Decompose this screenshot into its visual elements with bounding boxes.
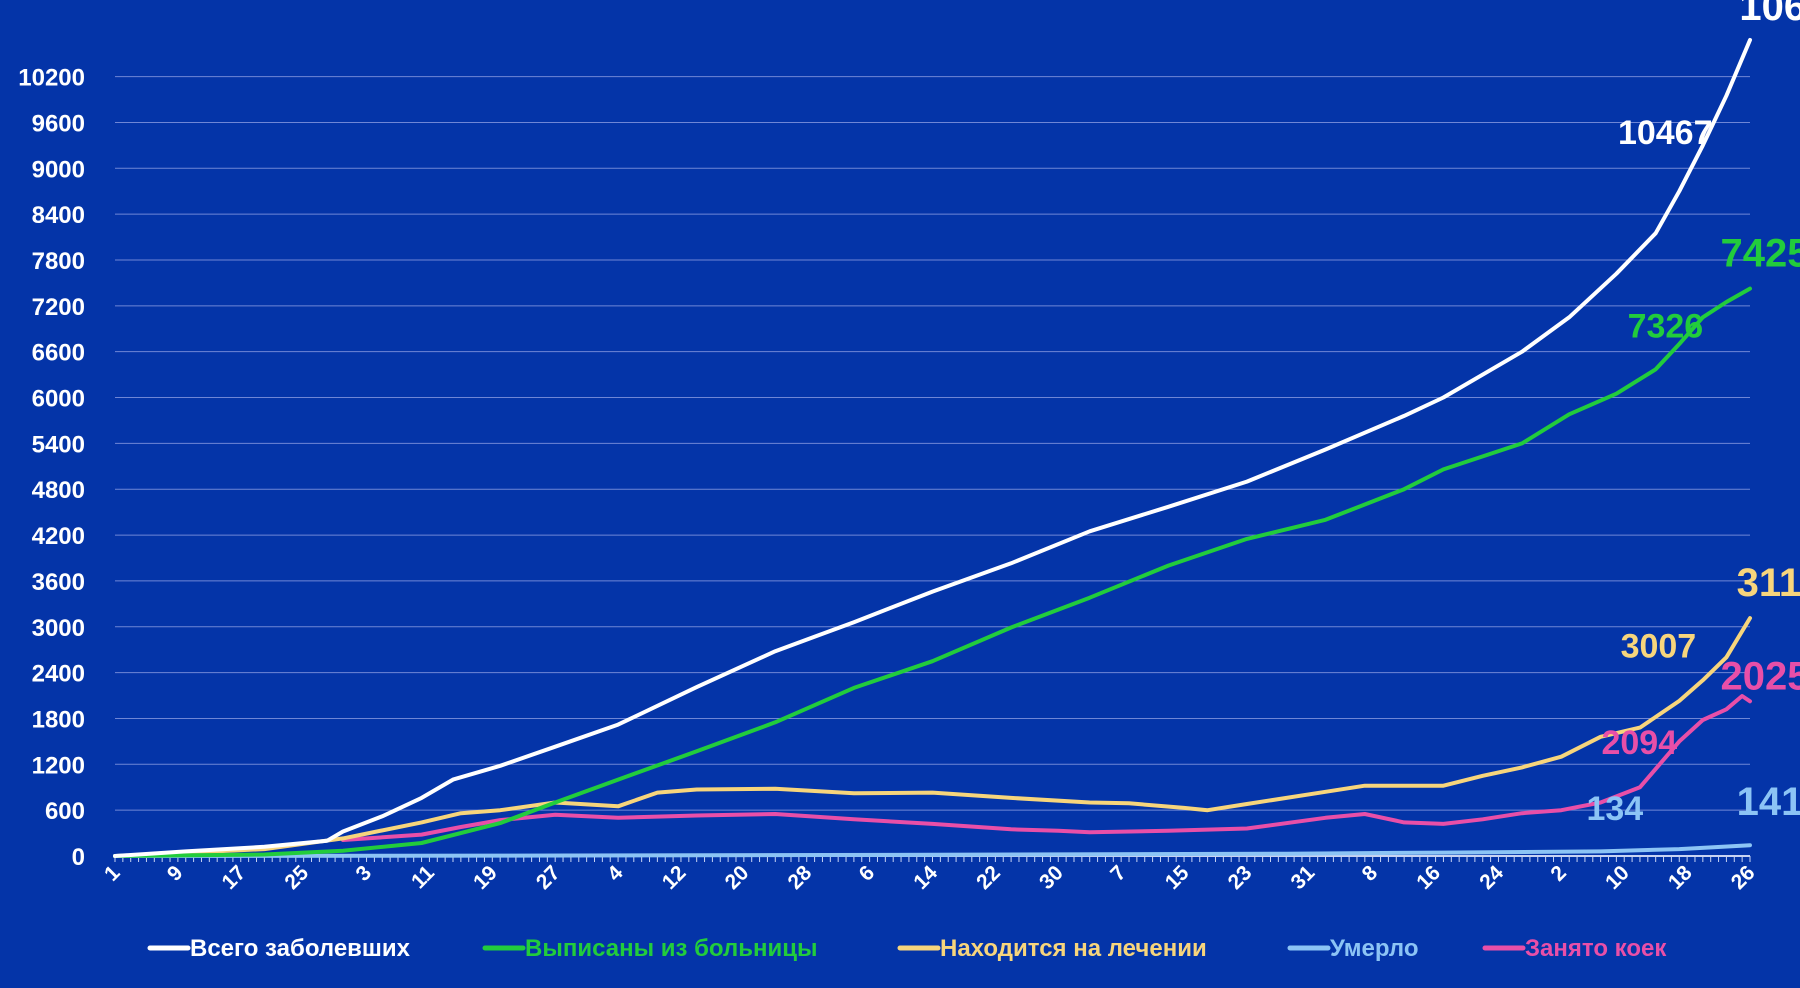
callout-total-big: 10679 xyxy=(1739,0,1800,29)
callout-beds-small: 2094 xyxy=(1601,724,1677,762)
y-tick-label: 6000 xyxy=(32,386,85,413)
legend: Всего заболевших Выписаны из больницы Нахо… xyxy=(147,935,1667,962)
y-tick-label: 7800 xyxy=(32,248,85,275)
callout-total-small: 10467 xyxy=(1618,114,1713,152)
callout-deaths-small: 134 xyxy=(1586,790,1643,828)
y-tick-label: 600 xyxy=(45,798,85,825)
series-line-treatment xyxy=(113,616,1752,858)
y-tick-label: 4800 xyxy=(32,477,85,504)
y-tick-label: 3000 xyxy=(32,615,85,642)
series-lines xyxy=(113,38,1752,858)
y-tick-label: 4200 xyxy=(32,523,85,550)
y-axis: 0 600 1200 1800 2400 3000 3600 4200 4800 5400 6000… xyxy=(18,65,85,871)
legend-label-discharged: Выписаны из больницы xyxy=(525,935,817,962)
y-tick-label: 1800 xyxy=(32,706,85,733)
callout-treatment-big: 3113 xyxy=(1737,561,1800,605)
series-line-total xyxy=(113,38,1752,858)
y-tick-label: 1200 xyxy=(32,752,85,779)
series-line-beds xyxy=(341,694,1752,842)
legend-label-total: Всего заболевших xyxy=(190,935,411,962)
value-callouts: 10467 10679 7326 7425 3007 3113 134 141 2094 2025 xyxy=(1586,0,1800,828)
series-line-discharged xyxy=(113,286,1752,858)
y-tick-label: 9000 xyxy=(32,156,85,183)
gridlines xyxy=(115,76,1750,811)
callout-treatment-small: 3007 xyxy=(1621,628,1697,666)
y-tick-label: 6600 xyxy=(32,340,85,367)
y-tick-label: 2400 xyxy=(32,661,85,688)
legend-label-treatment: Находится на лечении xyxy=(940,935,1207,962)
series-line-deaths xyxy=(113,843,1752,858)
legend-label-deaths: Умерло xyxy=(1330,935,1419,962)
y-tick-label: 7200 xyxy=(32,294,85,321)
legend-label-beds: Занято коек xyxy=(1525,935,1667,962)
callout-discharged-big: 7425 xyxy=(1721,232,1800,276)
y-tick-label: 3600 xyxy=(32,569,85,596)
callout-beds-big: 2025 xyxy=(1721,654,1800,698)
y-tick-label: 10200 xyxy=(18,65,85,92)
callout-deaths-big: 141 xyxy=(1737,780,1800,824)
y-tick-label: 5400 xyxy=(32,431,85,458)
callout-discharged-small: 7326 xyxy=(1628,307,1704,345)
y-tick-label: 9600 xyxy=(32,110,85,137)
y-tick-label: 0 xyxy=(72,844,85,871)
y-tick-label: 8400 xyxy=(32,202,85,229)
